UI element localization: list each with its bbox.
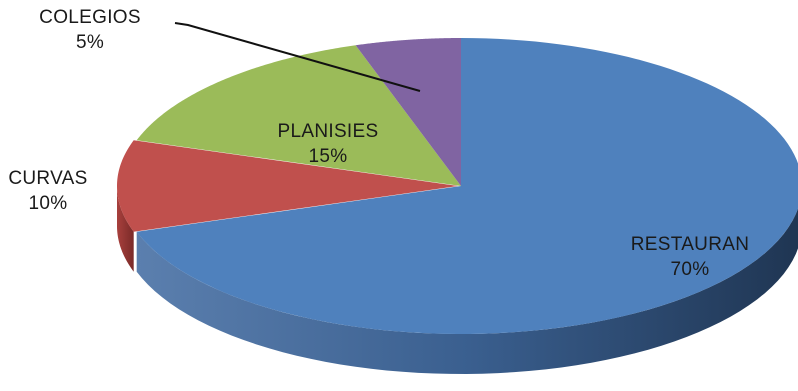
pie-side-curvas (117, 186, 134, 272)
slice-label-value-colegios: 5% (76, 32, 104, 53)
pie-side-walls (117, 186, 798, 374)
pie-side-restauran (136, 208, 798, 374)
pie-slice-curvas (117, 140, 458, 232)
slice-label-value-planisies: 15% (309, 146, 348, 167)
slice-label-name-restauran: RESTAURAN (631, 234, 749, 255)
slice-label-value-curvas: 10% (29, 193, 68, 214)
slice-label-name-colegios: COLEGIOS (39, 7, 141, 28)
slice-labels: RESTAURAN 70% CURVAS 10% PLANISIES 15% COLEGIO… (8, 7, 749, 280)
slice-label-value-restauran: 70% (671, 259, 710, 280)
pie-slice-colegios (355, 38, 461, 186)
slice-label-name-curvas: CURVAS (8, 168, 87, 189)
slice-label-name-planisies: PLANISIES (278, 121, 379, 142)
leader-lines (174, 22, 421, 92)
pie-top-faces (117, 38, 798, 334)
pie-slice-restauran (136, 38, 798, 334)
leader-line-colegios (174, 22, 421, 92)
